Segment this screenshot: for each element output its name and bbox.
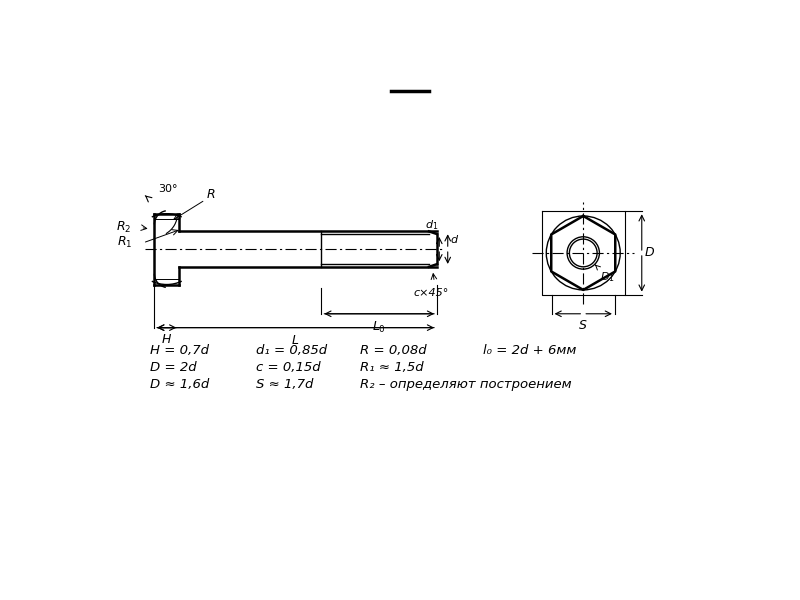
Text: 30°: 30° xyxy=(158,184,178,194)
Text: $D_1$: $D_1$ xyxy=(595,265,615,284)
Text: D: D xyxy=(645,247,654,259)
Text: R₁ ≈ 1,5d: R₁ ≈ 1,5d xyxy=(360,361,423,374)
Text: $R_1$: $R_1$ xyxy=(118,235,133,250)
Text: $L_0$: $L_0$ xyxy=(372,320,386,335)
Text: S ≈ 1,7d: S ≈ 1,7d xyxy=(256,378,314,391)
Text: c = 0,15d: c = 0,15d xyxy=(256,361,321,374)
Text: R₂ – определяют построением: R₂ – определяют построением xyxy=(360,378,571,391)
Text: $d_1$: $d_1$ xyxy=(425,218,438,232)
Text: d: d xyxy=(450,235,457,245)
Text: H = 0,7d: H = 0,7d xyxy=(150,344,209,357)
Text: L: L xyxy=(292,334,299,347)
Text: D = 2d: D = 2d xyxy=(150,361,196,374)
Text: l₀ = 2d + 6мм: l₀ = 2d + 6мм xyxy=(483,344,577,357)
Text: R: R xyxy=(206,188,215,201)
Text: d₁ = 0,85d: d₁ = 0,85d xyxy=(256,344,327,357)
Text: S: S xyxy=(579,319,587,332)
Text: H: H xyxy=(162,333,171,346)
Text: R = 0,08d: R = 0,08d xyxy=(360,344,426,357)
Text: $R_2$: $R_2$ xyxy=(116,220,131,235)
Text: c×45°: c×45° xyxy=(414,289,450,298)
Text: D ≈ 1,6d: D ≈ 1,6d xyxy=(150,378,209,391)
